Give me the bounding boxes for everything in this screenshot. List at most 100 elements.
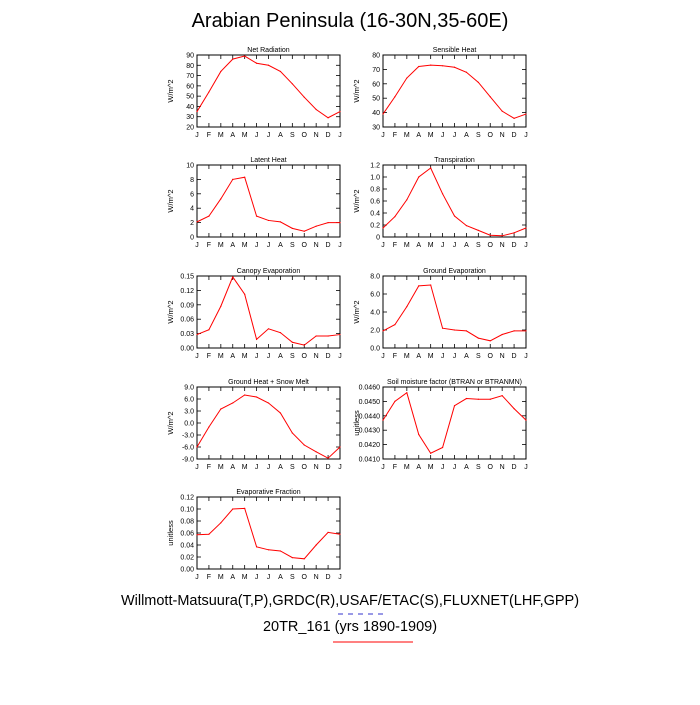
x-tick-label: J [453, 132, 457, 139]
y-tick-label: 0 [190, 235, 194, 242]
y-axis-label: W/m^2 [352, 300, 361, 323]
data-point [501, 235, 503, 237]
x-tick-label: J [453, 464, 457, 471]
data-point [513, 232, 515, 234]
x-tick-label: O [302, 132, 308, 139]
y-axis-label: unitless [352, 410, 361, 436]
data-point [441, 446, 444, 449]
x-tick-label: F [393, 242, 397, 249]
data-point [279, 332, 282, 334]
x-tick-label: J [195, 242, 199, 249]
x-tick-label: D [326, 132, 331, 139]
data-point [315, 108, 317, 111]
x-tick-label: J [255, 353, 259, 360]
data-point [501, 110, 503, 112]
y-axis-label: W/m^2 [166, 79, 175, 102]
y-tick-label: 0.0430 [359, 428, 381, 435]
data-point [267, 64, 270, 66]
data-point [232, 508, 234, 510]
data-point [196, 110, 198, 113]
x-tick-label: J [524, 132, 528, 139]
data-point [303, 96, 305, 98]
y-axis-label: W/m^2 [166, 189, 175, 212]
y-tick-label: 50 [372, 96, 380, 103]
data-point [382, 330, 384, 332]
y-tick-label: 0.06 [180, 531, 194, 538]
x-tick-label: J [524, 353, 528, 360]
y-tick-label: -6.0 [182, 445, 194, 452]
x-tick-label: M [218, 353, 224, 360]
series-line [196, 176, 340, 232]
y-tick-label: 0.6 [370, 199, 380, 206]
data-point [327, 335, 329, 337]
y-axis-label: unitless [166, 520, 175, 546]
x-tick-label: A [230, 242, 235, 249]
data-point [513, 117, 515, 119]
data-point [501, 395, 503, 397]
data-point [255, 396, 258, 398]
data-point [453, 329, 456, 331]
data-point [196, 446, 198, 448]
series-line [382, 391, 527, 454]
x-tick-label: S [476, 132, 481, 139]
data-point [327, 222, 329, 224]
plot-frame [382, 275, 527, 349]
data-point [291, 227, 293, 229]
x-tick-label: N [314, 574, 319, 581]
y-tick-label: 0.04 [180, 543, 194, 550]
data-point [394, 216, 396, 218]
data-point [489, 234, 491, 236]
data-point [327, 531, 329, 534]
data-point [327, 117, 329, 119]
y-tick-label: 0.02 [180, 555, 194, 562]
plot-frame [196, 496, 341, 570]
data-point [453, 66, 456, 68]
x-tick-label: J [381, 132, 385, 139]
data-point [232, 178, 234, 180]
data-point [513, 330, 515, 332]
data-point [291, 557, 293, 559]
data-point [255, 62, 258, 64]
y-tick-label: 0.15 [180, 274, 194, 281]
x-tick-label: J [338, 242, 342, 249]
data-point [315, 225, 317, 227]
data-point [303, 558, 305, 560]
y-tick-label: 0.0450 [359, 399, 381, 406]
data-point [418, 176, 420, 178]
series-line [382, 64, 527, 119]
x-tick-label: N [314, 242, 319, 249]
data-point [477, 337, 479, 339]
data-point [418, 285, 420, 287]
x-tick-label: A [464, 464, 469, 471]
y-tick-label: 0.2 [370, 223, 380, 230]
x-tick-label: M [218, 132, 224, 139]
data-point [477, 229, 479, 231]
x-tick-label: M [218, 242, 224, 249]
panel-title: Canopy Evaporation [237, 268, 301, 275]
x-tick-label: M [242, 353, 248, 360]
data-point [406, 392, 408, 394]
x-tick-label: A [464, 132, 469, 139]
data-point [315, 335, 317, 337]
data-point [430, 167, 432, 169]
y-tick-label: 6 [190, 191, 194, 198]
data-point [232, 402, 234, 404]
y-tick-label: 0.06 [180, 317, 194, 324]
data-point [303, 230, 305, 232]
data-point [220, 70, 222, 73]
series-line [196, 275, 341, 346]
data-point [208, 91, 210, 93]
x-tick-label: M [242, 574, 248, 581]
data-point [291, 83, 293, 85]
x-tick-label: N [500, 353, 505, 360]
panel-9: Evaporative Fraction unitless 0.00 0.02 0.04… [166, 489, 342, 581]
x-tick-label: M [404, 242, 410, 249]
x-tick-label: J [267, 574, 271, 581]
footer-run: 20TR_161 (yrs 1890-1909) [262, 619, 438, 635]
y-tick-label: 20 [186, 125, 194, 132]
data-point [477, 398, 479, 400]
panel-title: Sensible Heat [433, 47, 477, 54]
series-line [196, 394, 341, 459]
data-point [232, 58, 234, 60]
